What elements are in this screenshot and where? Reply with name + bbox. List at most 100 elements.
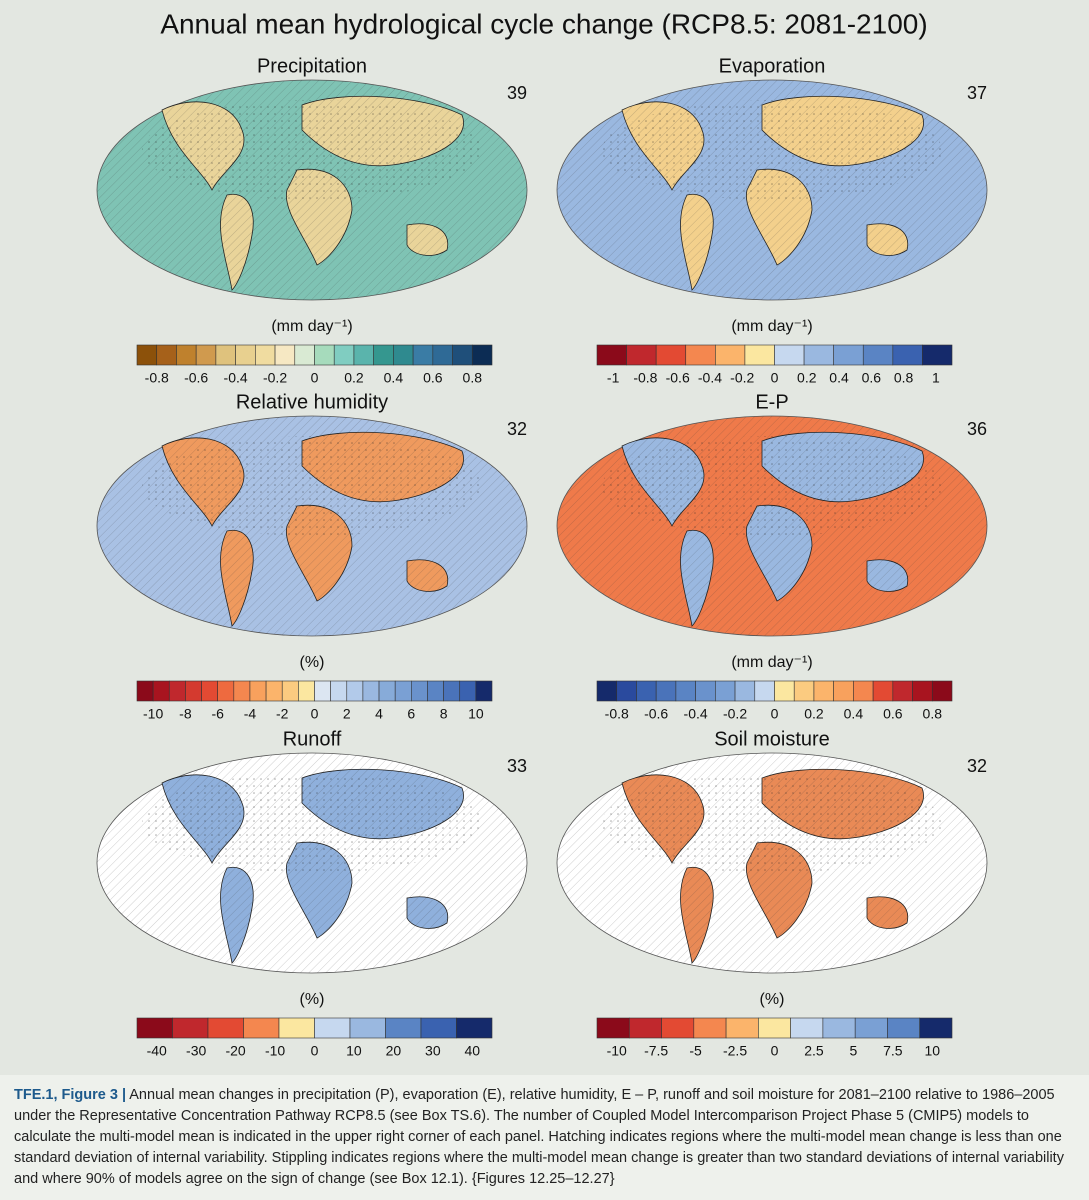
model-count: 36 (967, 419, 987, 439)
caption: TFE.1, Figure 3 | Annual mean changes in… (0, 1075, 1089, 1200)
colorbar-swatch (616, 680, 637, 702)
colorbar-tick-label: 0 (771, 1043, 779, 1059)
colorbar-tick-label: 0.4 (829, 370, 849, 386)
unit-label: (mm day⁻¹) (271, 318, 352, 335)
colorbar-swatch (725, 1017, 759, 1039)
colorbar-tick-label: -1 (607, 370, 620, 386)
colorbar-swatch (207, 1017, 244, 1039)
colorbar-swatch (378, 680, 396, 702)
colorbar-swatch (265, 680, 283, 702)
stippling (142, 436, 482, 536)
colorbar-swatch (695, 680, 716, 702)
model-count: 39 (507, 83, 527, 103)
colorbar-swatch (887, 1017, 921, 1039)
colorbar-swatch (314, 344, 335, 366)
colorbar-tick-label: 5 (849, 1043, 857, 1059)
colorbar-swatch (281, 680, 299, 702)
colorbar-swatch (217, 680, 235, 702)
colorbar-swatch (922, 344, 953, 366)
colorbar-tick-label: -0.2 (723, 706, 747, 722)
unit-label: (%) (300, 654, 325, 671)
colorbar-swatch (774, 344, 805, 366)
unit-label: (%) (760, 991, 785, 1008)
colorbar-swatch (452, 344, 473, 366)
colorbar-swatch (136, 1017, 173, 1039)
colorbar-tick-label: -0.6 (644, 706, 668, 722)
colorbar-tick-label: -10 (143, 706, 163, 722)
colorbar-swatch (803, 344, 834, 366)
colorbar-swatch (661, 1017, 695, 1039)
colorbar-tick-label: 0 (771, 370, 779, 386)
model-count: 33 (507, 756, 527, 776)
colorbar-tick-label: 0.8 (463, 370, 483, 386)
colorbar-swatch (715, 680, 736, 702)
panel: Runoff 33 (%) -40 -30 -20 -10 0 10 20 30 40 (96, 728, 528, 1059)
colorbar-swatch (596, 1017, 630, 1039)
colorbar-tick-label: 0 (311, 370, 319, 386)
colorbar-tick-label: 20 (386, 1043, 402, 1059)
colorbar-swatch (793, 680, 815, 702)
colorbar-swatch (636, 680, 657, 702)
colorbar-swatch (872, 680, 894, 702)
colorbar-tick-label: 10 (346, 1043, 362, 1059)
stippling (142, 100, 482, 200)
colorbar-tick-label: 0.6 (862, 370, 882, 386)
colorbar-swatch (349, 1017, 386, 1039)
colorbar-tick-label: -10 (607, 1043, 627, 1059)
stippling (602, 436, 942, 536)
colorbar-swatch (172, 1017, 209, 1039)
colorbar-tick-label: 8 (440, 706, 448, 722)
colorbar-tick-label: 0.8 (894, 370, 914, 386)
colorbar-tick-label: 10 (924, 1043, 940, 1059)
colorbar-tick-label: 30 (425, 1043, 441, 1059)
colorbar-swatch (168, 680, 186, 702)
colorbar-swatch (235, 344, 256, 366)
colorbar-tick-label: -8 (179, 706, 192, 722)
colorbar-tick-label: -0.4 (224, 370, 248, 386)
colorbar-tick-label: 6 (407, 706, 415, 722)
colorbar-swatch (243, 1017, 280, 1039)
model-count: 32 (507, 419, 527, 439)
colorbar-tick-label: 40 (464, 1043, 480, 1059)
colorbar-swatch (373, 344, 394, 366)
caption-text: Annual mean changes in precipitation (P)… (14, 1087, 1064, 1187)
colorbar-swatch (596, 344, 627, 366)
panel-title: Relative humidity (236, 391, 388, 413)
panel: Evaporation 37 (mm day⁻¹) -1 -0.8 -0.6 -0.4 -0.… (556, 55, 988, 386)
colorbar-swatch (822, 1017, 856, 1039)
colorbar-tick-label: 0 (771, 706, 779, 722)
model-count: 37 (967, 83, 987, 103)
panel-title: Soil moisture (714, 728, 830, 750)
colorbar-swatch (136, 344, 158, 366)
colorbar-swatch (744, 344, 775, 366)
colorbar-swatch (754, 680, 775, 702)
figure-title: Annual mean hydrological cycle change (R… (160, 8, 927, 39)
panel: E-P 36 (mm day⁻¹) -0.8 -0.6 -0.4 -0.2 0 0.2 0.4 0.… (556, 391, 988, 722)
colorbar-tick-label: -0.8 (145, 370, 169, 386)
model-count: 32 (967, 756, 987, 776)
colorbar-tick-label: -0.6 (184, 370, 208, 386)
colorbar-swatch (176, 344, 197, 366)
colorbar-swatch (758, 1017, 791, 1039)
colorbar-tick-label: -2 (276, 706, 289, 722)
colorbar-swatch (862, 344, 894, 366)
panel: Soil moisture 32 (%) -10 -7.5 -5 -2.5 0 2.5 5 7.5 1… (556, 728, 988, 1059)
colorbar-swatch (892, 680, 913, 702)
stippling (602, 100, 942, 200)
colorbar-swatch (294, 344, 315, 366)
colorbar-swatch (362, 680, 380, 702)
colorbar-tick-label: 4 (375, 706, 383, 722)
colorbar-swatch (813, 680, 834, 702)
colorbar-swatch (853, 680, 874, 702)
stippling (602, 773, 942, 873)
colorbar-swatch (427, 680, 444, 702)
colorbar-tick-label: 2 (343, 706, 351, 722)
colorbar-tick-label: -30 (186, 1043, 206, 1059)
colorbar-swatch (774, 680, 795, 702)
colorbar-swatch (333, 344, 355, 366)
colorbar-swatch (420, 1017, 457, 1039)
colorbar-swatch (626, 344, 657, 366)
panel-title: Evaporation (719, 55, 826, 77)
colorbar-swatch (278, 1017, 315, 1039)
